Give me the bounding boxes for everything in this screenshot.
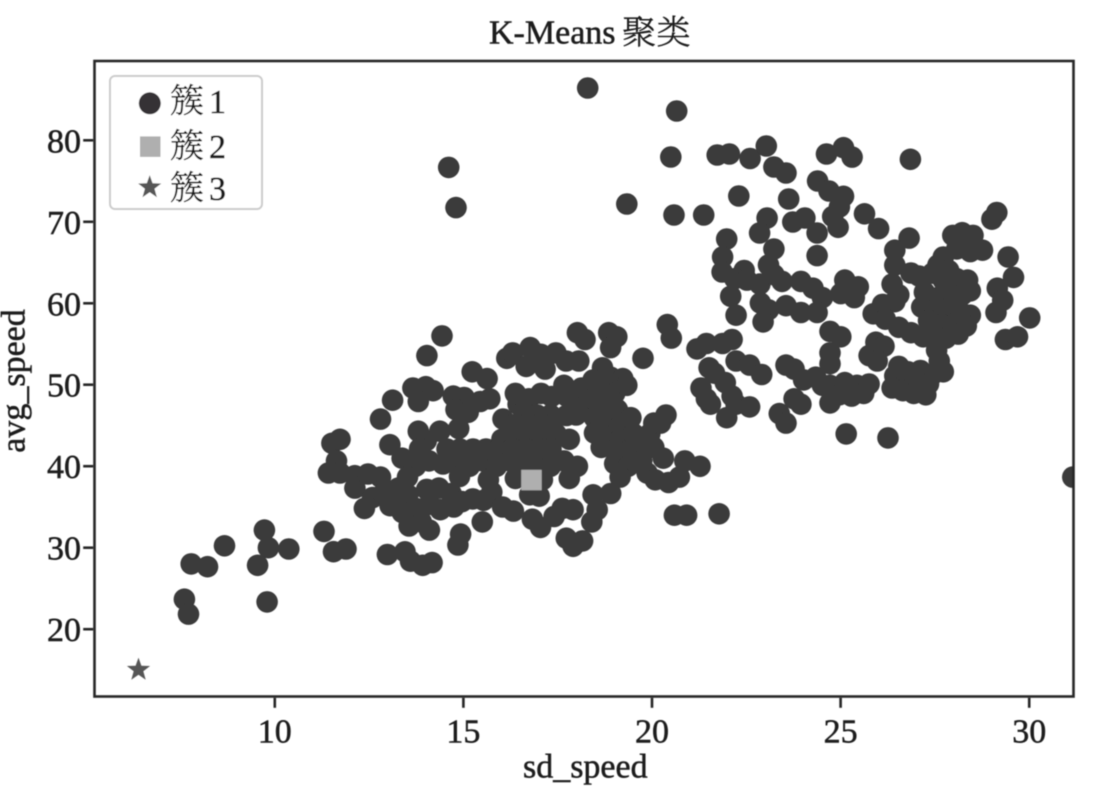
svg-text:70: 70 (47, 205, 81, 242)
svg-text:80: 80 (47, 123, 81, 160)
svg-text:60: 60 (47, 286, 81, 323)
svg-text:avg_speed: avg_speed (0, 309, 33, 453)
svg-text:30: 30 (1012, 714, 1046, 751)
svg-text:25: 25 (824, 714, 858, 751)
svg-text:40: 40 (47, 449, 81, 486)
svg-text:3: 3 (209, 171, 226, 208)
svg-text:K-Means: K-Means (489, 15, 616, 52)
svg-text:30: 30 (47, 531, 81, 568)
svg-text:2: 2 (209, 129, 226, 166)
svg-text:20: 20 (635, 714, 669, 751)
svg-text:50: 50 (47, 368, 81, 405)
svg-text:1: 1 (209, 84, 226, 121)
svg-text:20: 20 (47, 612, 81, 649)
svg-text:15: 15 (446, 714, 480, 751)
svg-text:sd_speed: sd_speed (523, 749, 648, 786)
svg-text:10: 10 (258, 714, 292, 751)
